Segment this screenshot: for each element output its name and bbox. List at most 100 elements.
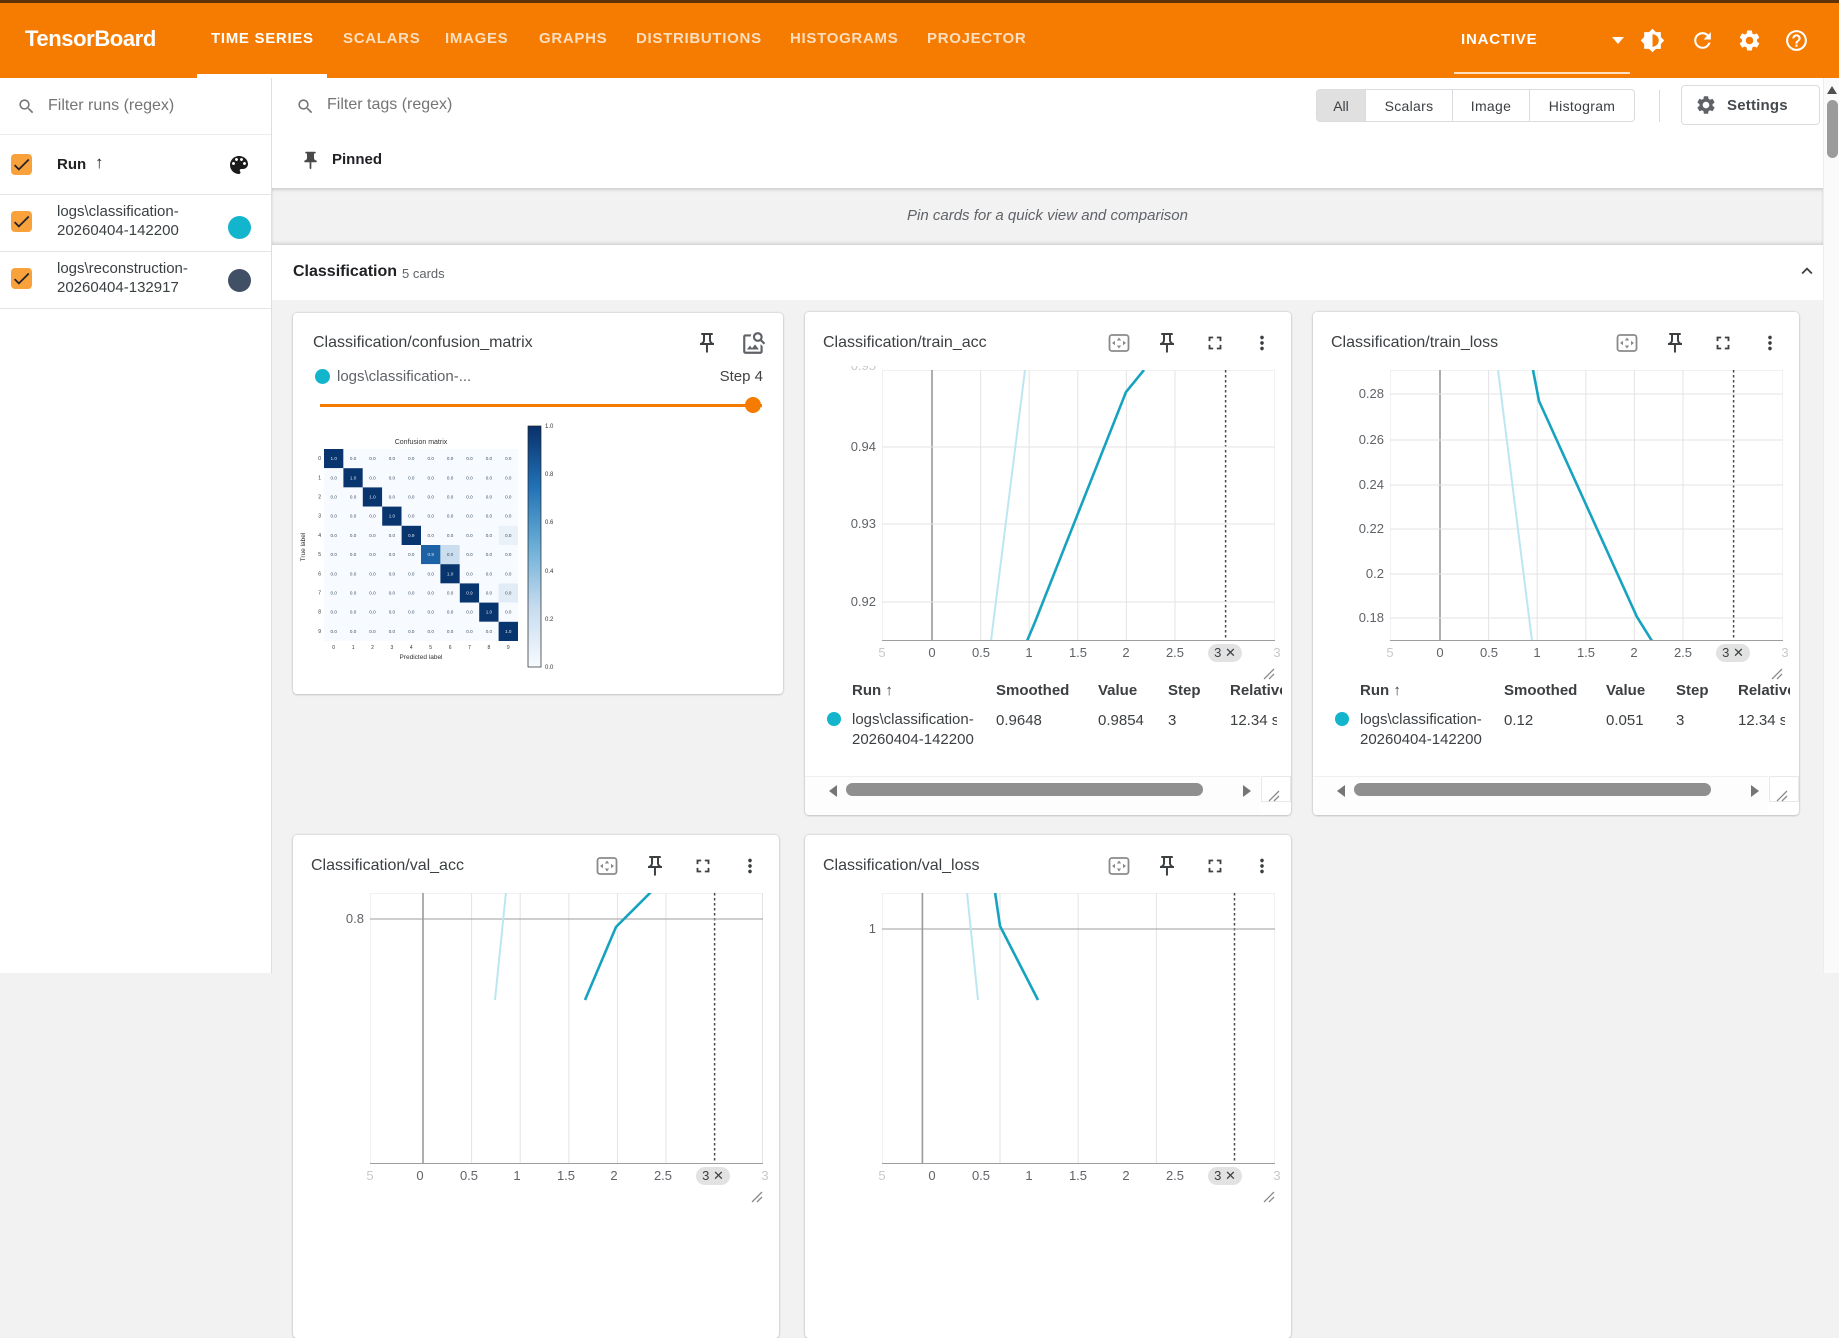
svg-text:0.0: 0.0 bbox=[408, 610, 415, 615]
svg-text:0: 0 bbox=[332, 645, 335, 651]
svg-text:0.0: 0.0 bbox=[486, 533, 493, 538]
svg-text:0.0: 0.0 bbox=[350, 591, 357, 596]
svg-text:0.0: 0.0 bbox=[466, 495, 473, 500]
svg-text:0.0: 0.0 bbox=[447, 552, 454, 557]
svg-text:0.0: 0.0 bbox=[447, 495, 454, 500]
svg-text:1.0: 1.0 bbox=[369, 495, 376, 500]
svg-text:0.0: 0.0 bbox=[486, 495, 493, 500]
svg-text:3: 3 bbox=[391, 645, 394, 651]
svg-text:0.0: 0.0 bbox=[389, 591, 396, 596]
svg-text:0.0: 0.0 bbox=[545, 665, 554, 671]
svg-text:0.0: 0.0 bbox=[369, 456, 376, 461]
svg-text:0.0: 0.0 bbox=[331, 629, 338, 634]
svg-text:0.0: 0.0 bbox=[428, 495, 435, 500]
svg-text:6: 6 bbox=[449, 645, 452, 651]
svg-text:0.0: 0.0 bbox=[408, 591, 415, 596]
svg-text:0.0: 0.0 bbox=[331, 533, 338, 538]
svg-text:1: 1 bbox=[318, 475, 321, 481]
svg-text:0.0: 0.0 bbox=[369, 629, 376, 634]
svg-text:0.0: 0.0 bbox=[350, 629, 357, 634]
svg-text:0.9: 0.9 bbox=[408, 533, 415, 538]
svg-text:0.0: 0.0 bbox=[428, 533, 435, 538]
svg-text:0.0: 0.0 bbox=[389, 456, 396, 461]
svg-text:0.0: 0.0 bbox=[389, 629, 396, 634]
svg-text:0.0: 0.0 bbox=[447, 456, 454, 461]
svg-text:1: 1 bbox=[352, 645, 355, 651]
svg-text:0.0: 0.0 bbox=[389, 552, 396, 557]
svg-text:0.0: 0.0 bbox=[331, 475, 338, 480]
svg-text:5: 5 bbox=[318, 552, 321, 558]
svg-text:True label: True label bbox=[300, 532, 307, 561]
svg-text:0.0: 0.0 bbox=[505, 514, 512, 519]
svg-text:0.0: 0.0 bbox=[350, 495, 357, 500]
svg-text:0.0: 0.0 bbox=[408, 495, 415, 500]
svg-text:6: 6 bbox=[318, 571, 321, 577]
svg-text:2: 2 bbox=[371, 645, 374, 651]
svg-text:0.0: 0.0 bbox=[331, 591, 338, 596]
svg-text:0.0: 0.0 bbox=[447, 591, 454, 596]
svg-text:0.0: 0.0 bbox=[505, 552, 512, 557]
svg-text:0.0: 0.0 bbox=[447, 610, 454, 615]
svg-text:0.0: 0.0 bbox=[350, 571, 357, 576]
svg-text:3: 3 bbox=[318, 514, 321, 520]
svg-text:0.0: 0.0 bbox=[389, 495, 396, 500]
svg-text:0.0: 0.0 bbox=[486, 475, 493, 480]
svg-text:0.0: 0.0 bbox=[505, 475, 512, 480]
svg-text:0.0: 0.0 bbox=[408, 571, 415, 576]
svg-text:0.0: 0.0 bbox=[408, 475, 415, 480]
svg-text:0.0: 0.0 bbox=[428, 591, 435, 596]
svg-text:0.0: 0.0 bbox=[331, 571, 338, 576]
svg-text:0.0: 0.0 bbox=[389, 533, 396, 538]
svg-text:0.0: 0.0 bbox=[369, 552, 376, 557]
svg-text:0.0: 0.0 bbox=[369, 610, 376, 615]
svg-text:0.8: 0.8 bbox=[545, 472, 554, 478]
svg-text:1.0: 1.0 bbox=[486, 610, 493, 615]
svg-text:8: 8 bbox=[318, 610, 321, 616]
svg-text:0.0: 0.0 bbox=[428, 456, 435, 461]
svg-text:0.0: 0.0 bbox=[505, 591, 512, 596]
svg-text:0.0: 0.0 bbox=[428, 571, 435, 576]
svg-text:0.0: 0.0 bbox=[350, 552, 357, 557]
svg-text:0.0: 0.0 bbox=[447, 514, 454, 519]
svg-text:0.9: 0.9 bbox=[428, 552, 435, 557]
svg-text:7: 7 bbox=[318, 591, 321, 597]
svg-text:0.0: 0.0 bbox=[408, 456, 415, 461]
svg-text:0.0: 0.0 bbox=[466, 475, 473, 480]
svg-text:2: 2 bbox=[318, 495, 321, 501]
svg-text:0.0: 0.0 bbox=[369, 591, 376, 596]
svg-text:0.0: 0.0 bbox=[486, 552, 493, 557]
svg-text:0.0: 0.0 bbox=[466, 514, 473, 519]
svg-text:0.0: 0.0 bbox=[331, 552, 338, 557]
svg-text:0.0: 0.0 bbox=[447, 533, 454, 538]
svg-text:0.0: 0.0 bbox=[389, 475, 396, 480]
svg-text:0.0: 0.0 bbox=[466, 456, 473, 461]
svg-text:0.0: 0.0 bbox=[350, 514, 357, 519]
svg-text:0.0: 0.0 bbox=[505, 456, 512, 461]
svg-text:0.0: 0.0 bbox=[447, 629, 454, 634]
svg-text:0.0: 0.0 bbox=[369, 571, 376, 576]
svg-text:0.0: 0.0 bbox=[486, 456, 493, 461]
svg-text:0.0: 0.0 bbox=[408, 514, 415, 519]
svg-text:0.0: 0.0 bbox=[331, 610, 338, 615]
svg-text:4: 4 bbox=[318, 533, 321, 539]
svg-text:0.6: 0.6 bbox=[545, 520, 554, 526]
svg-text:0.0: 0.0 bbox=[466, 571, 473, 576]
svg-text:0.0: 0.0 bbox=[505, 533, 512, 538]
svg-text:0.9: 0.9 bbox=[466, 591, 473, 596]
svg-text:0.0: 0.0 bbox=[466, 533, 473, 538]
svg-text:1.0: 1.0 bbox=[505, 629, 512, 634]
svg-text:0.0: 0.0 bbox=[428, 629, 435, 634]
svg-text:0.0: 0.0 bbox=[428, 514, 435, 519]
svg-text:0.0: 0.0 bbox=[486, 629, 493, 634]
svg-text:0.0: 0.0 bbox=[466, 629, 473, 634]
svg-text:0.0: 0.0 bbox=[350, 456, 357, 461]
svg-text:0.0: 0.0 bbox=[369, 475, 376, 480]
svg-text:0.0: 0.0 bbox=[486, 591, 493, 596]
svg-text:0.0: 0.0 bbox=[331, 514, 338, 519]
svg-text:0.4: 0.4 bbox=[545, 569, 554, 575]
svg-text:5: 5 bbox=[429, 645, 432, 651]
svg-text:1.0: 1.0 bbox=[545, 424, 554, 430]
svg-text:1.0: 1.0 bbox=[447, 571, 454, 576]
svg-text:0.0: 0.0 bbox=[389, 571, 396, 576]
svg-text:0.0: 0.0 bbox=[505, 495, 512, 500]
